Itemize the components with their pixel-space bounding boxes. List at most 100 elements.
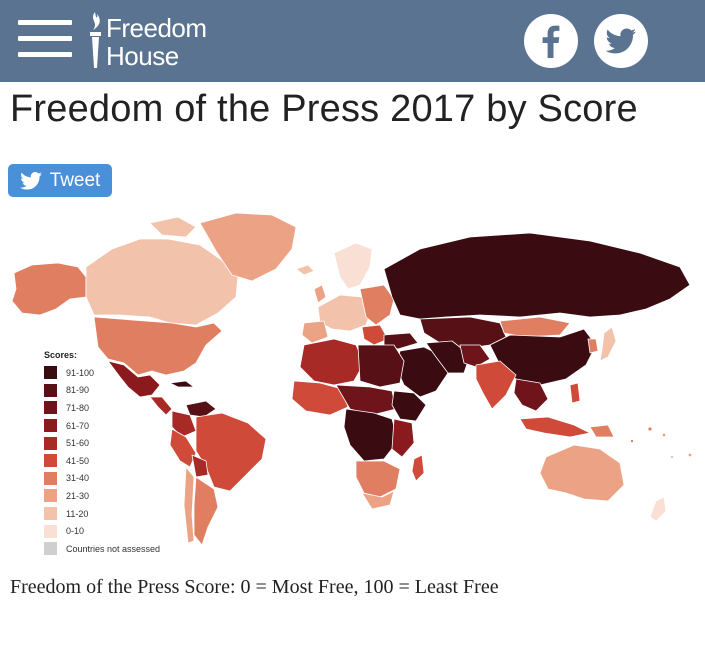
region-eastern-europe xyxy=(359,284,395,326)
facebook-share-button[interactable] xyxy=(524,14,578,68)
region-pacific-islands-4 xyxy=(670,454,675,459)
legend-label: 71-80 xyxy=(66,402,90,413)
legend-item: 71-80 xyxy=(44,399,160,417)
world-map-svg xyxy=(11,212,693,546)
region-balkans xyxy=(361,324,389,346)
legend-label: Countries not assessed xyxy=(66,543,161,554)
region-scandinavia xyxy=(333,242,373,290)
tweet-button[interactable]: Tweet xyxy=(8,164,112,197)
region-mexico xyxy=(107,360,161,398)
region-venezuela xyxy=(185,400,217,418)
hamburger-menu-icon[interactable] xyxy=(18,20,72,60)
region-indonesia xyxy=(519,416,591,438)
legend-label: 11-20 xyxy=(66,508,89,519)
logo-text: Freedom House xyxy=(106,14,207,70)
legend-swatch xyxy=(44,419,57,433)
legend-rows: 91-100 81-90 71-80 61-70 51-60 41-50 31-40 21-3… xyxy=(44,364,160,558)
region-png xyxy=(589,424,615,438)
world-map xyxy=(0,205,705,560)
legend-item: 41-50 xyxy=(44,452,160,470)
legend-swatch xyxy=(44,524,57,538)
legend-label: 21-30 xyxy=(66,490,90,501)
region-argentina xyxy=(193,476,219,546)
tweet-button-label: Tweet xyxy=(49,169,101,191)
legend-title: Scores: xyxy=(44,350,78,360)
twitter-share-button[interactable] xyxy=(594,14,648,68)
site-header: Freedom House xyxy=(0,0,705,82)
region-new-zealand xyxy=(649,496,667,522)
region-canada-islands xyxy=(149,216,197,238)
region-brazil xyxy=(195,412,267,492)
region-india xyxy=(475,360,517,410)
legend-swatch xyxy=(44,436,57,450)
legend-item: 0-10 xyxy=(44,522,160,540)
legend-item: 51-60 xyxy=(44,434,160,452)
region-mongolia xyxy=(499,316,571,338)
legend-item: 11-20 xyxy=(44,505,160,523)
legend-label: 61-70 xyxy=(66,420,90,431)
logo-line-2: House xyxy=(106,41,179,71)
region-iberia xyxy=(301,320,329,344)
twitter-icon xyxy=(605,28,636,54)
region-north-africa-west xyxy=(299,338,365,386)
region-philippines xyxy=(569,382,581,404)
region-sahel xyxy=(335,384,397,416)
region-iran xyxy=(425,340,471,374)
region-pacific-islands-5 xyxy=(630,438,635,443)
region-central-america xyxy=(149,396,173,416)
legend-swatch xyxy=(44,454,57,468)
legend-label: 31-40 xyxy=(66,473,90,484)
legend-swatch xyxy=(44,507,57,521)
legend-item: 31-40 xyxy=(44,470,160,488)
legend-label: 41-50 xyxy=(66,455,90,466)
legend-label: 51-60 xyxy=(66,438,90,449)
facebook-icon xyxy=(542,25,560,59)
region-greenland xyxy=(199,212,297,282)
legend-label: 81-90 xyxy=(66,385,90,396)
legend-item: 91-100 xyxy=(44,364,160,382)
legend-swatch xyxy=(44,366,57,380)
legend-swatch xyxy=(44,489,57,503)
region-bolivia xyxy=(191,454,209,478)
region-chile xyxy=(183,466,195,544)
region-canada xyxy=(85,238,239,326)
legend-swatch xyxy=(44,471,57,485)
legend-swatch xyxy=(44,383,57,397)
region-usa xyxy=(93,316,223,376)
region-japan xyxy=(599,326,617,362)
region-south-africa xyxy=(361,490,395,510)
freedom-house-logo[interactable]: Freedom House xyxy=(84,8,234,72)
region-cuba xyxy=(169,380,195,388)
region-madagascar xyxy=(411,454,425,482)
legend-swatch xyxy=(44,401,57,415)
torch-icon xyxy=(90,12,101,68)
region-afghanistan xyxy=(459,344,491,368)
map-legend: Scores: 91-100 81-90 71-80 61-70 51-60 41-50 3… xyxy=(44,350,160,558)
region-southeast-asia xyxy=(513,378,549,412)
legend-label: 0-10 xyxy=(66,526,85,537)
region-korea xyxy=(587,338,599,354)
region-australia xyxy=(539,444,625,502)
region-pacific-islands-3 xyxy=(687,452,693,458)
region-colombia xyxy=(171,410,197,438)
legend-item: 81-90 xyxy=(44,382,160,400)
region-alaska xyxy=(11,262,87,316)
region-central-africa xyxy=(343,408,399,462)
twitter-bird-icon xyxy=(19,171,42,190)
legend-swatch xyxy=(44,542,57,556)
region-peru xyxy=(169,428,197,468)
region-west-africa xyxy=(291,380,349,416)
region-pacific-islands-2 xyxy=(661,432,667,438)
region-east-africa xyxy=(391,418,415,458)
region-horn-of-africa xyxy=(391,390,427,422)
region-iceland xyxy=(295,264,315,276)
region-libya-egypt xyxy=(357,344,405,388)
region-russia xyxy=(383,232,691,320)
legend-item: 21-30 xyxy=(44,487,160,505)
score-caption: Freedom of the Press Score: 0 = Most Fre… xyxy=(10,576,499,598)
legend-item: 61-70 xyxy=(44,417,160,435)
legend-label: 91-100 xyxy=(66,367,95,378)
region-pacific-islands-1 xyxy=(647,426,653,432)
region-southern-africa xyxy=(355,460,401,498)
page-title: Freedom of the Press 2017 by Score xyxy=(10,88,638,130)
